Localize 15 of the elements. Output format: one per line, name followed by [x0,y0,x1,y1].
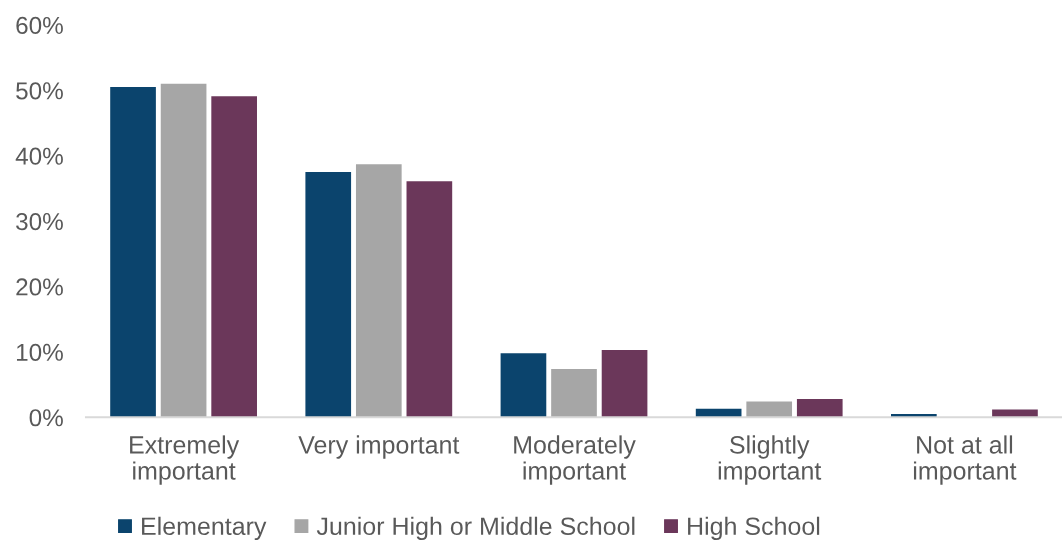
legend-label: Junior High or Middle School [316,516,635,541]
y-tick-label: 60% [16,16,63,35]
x-tick-label: Very important [298,435,460,459]
y-tick-label: 20% [16,278,63,296]
x-tick-label: Slightly important [718,435,822,485]
y-tick-label: 50% [16,82,63,100]
legend-label: Elementary [142,516,267,541]
y-tick-label: 30% [16,212,63,231]
y-tick-label: 0% [29,409,63,427]
y-tick-label: 40% [15,147,63,165]
y-tick-label: 10% [16,343,63,361]
x-tick-label: Extremely important [130,435,240,485]
x-tick-label: Not at all important [913,435,1017,485]
x-tick-label: Moderately important [514,435,636,485]
legend-label: High School [688,516,820,541]
